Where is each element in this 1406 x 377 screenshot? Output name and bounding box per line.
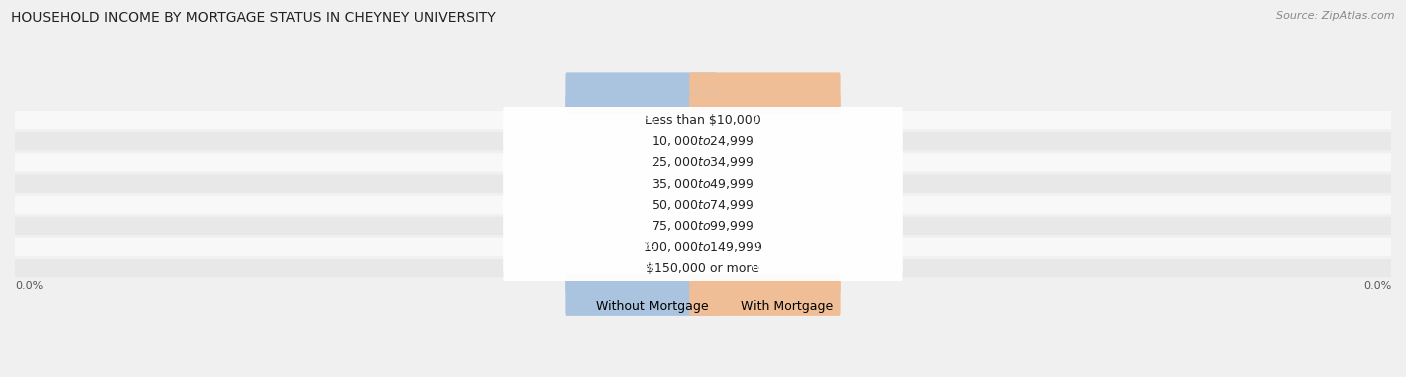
FancyBboxPatch shape	[689, 157, 841, 252]
Text: 0.0%: 0.0%	[751, 179, 779, 188]
FancyBboxPatch shape	[15, 132, 1391, 150]
FancyBboxPatch shape	[15, 217, 1391, 235]
FancyBboxPatch shape	[15, 259, 1391, 277]
Text: $75,000 to $99,999: $75,000 to $99,999	[651, 219, 755, 233]
FancyBboxPatch shape	[565, 72, 717, 168]
FancyBboxPatch shape	[565, 221, 717, 316]
FancyBboxPatch shape	[503, 115, 903, 168]
Text: 0.0%: 0.0%	[751, 200, 779, 210]
FancyBboxPatch shape	[503, 93, 903, 147]
FancyBboxPatch shape	[565, 136, 717, 231]
FancyBboxPatch shape	[689, 115, 841, 210]
Text: 0.0%: 0.0%	[627, 136, 655, 146]
Text: 0.0%: 0.0%	[627, 157, 655, 167]
FancyBboxPatch shape	[15, 111, 1391, 129]
FancyBboxPatch shape	[503, 242, 903, 295]
FancyBboxPatch shape	[689, 93, 841, 189]
Text: 0.0%: 0.0%	[751, 221, 779, 231]
Text: $100,000 to $149,999: $100,000 to $149,999	[644, 240, 762, 254]
Text: 0.0%: 0.0%	[627, 200, 655, 210]
FancyBboxPatch shape	[565, 157, 717, 252]
Text: 0.0%: 0.0%	[15, 281, 44, 291]
FancyBboxPatch shape	[565, 178, 717, 274]
FancyBboxPatch shape	[503, 178, 903, 231]
FancyBboxPatch shape	[689, 199, 841, 295]
Text: 0.0%: 0.0%	[627, 115, 655, 125]
FancyBboxPatch shape	[503, 136, 903, 189]
FancyBboxPatch shape	[503, 157, 903, 210]
FancyBboxPatch shape	[689, 136, 841, 231]
Legend: Without Mortgage, With Mortgage: Without Mortgage, With Mortgage	[574, 300, 832, 313]
FancyBboxPatch shape	[15, 153, 1391, 172]
FancyBboxPatch shape	[15, 196, 1391, 214]
Text: $35,000 to $49,999: $35,000 to $49,999	[651, 176, 755, 190]
Text: 0.0%: 0.0%	[627, 179, 655, 188]
FancyBboxPatch shape	[503, 199, 903, 253]
Text: $10,000 to $24,999: $10,000 to $24,999	[651, 134, 755, 148]
Text: HOUSEHOLD INCOME BY MORTGAGE STATUS IN CHEYNEY UNIVERSITY: HOUSEHOLD INCOME BY MORTGAGE STATUS IN C…	[11, 11, 496, 25]
FancyBboxPatch shape	[689, 72, 841, 168]
FancyBboxPatch shape	[689, 178, 841, 274]
FancyBboxPatch shape	[565, 93, 717, 189]
FancyBboxPatch shape	[689, 221, 841, 316]
Text: 0.0%: 0.0%	[751, 136, 779, 146]
Text: Less than $10,000: Less than $10,000	[645, 113, 761, 127]
FancyBboxPatch shape	[503, 221, 903, 274]
Text: $25,000 to $34,999: $25,000 to $34,999	[651, 155, 755, 169]
FancyBboxPatch shape	[15, 238, 1391, 256]
Text: $50,000 to $74,999: $50,000 to $74,999	[651, 198, 755, 212]
Text: 0.0%: 0.0%	[751, 115, 779, 125]
Text: 0.0%: 0.0%	[627, 263, 655, 273]
FancyBboxPatch shape	[15, 175, 1391, 193]
Text: 0.0%: 0.0%	[751, 157, 779, 167]
Text: 0.0%: 0.0%	[751, 242, 779, 252]
Text: 0.0%: 0.0%	[627, 221, 655, 231]
Text: Source: ZipAtlas.com: Source: ZipAtlas.com	[1277, 11, 1395, 21]
Text: $150,000 or more: $150,000 or more	[647, 262, 759, 275]
FancyBboxPatch shape	[565, 115, 717, 210]
Text: 0.0%: 0.0%	[751, 263, 779, 273]
Text: 0.0%: 0.0%	[1362, 281, 1391, 291]
Text: 0.0%: 0.0%	[627, 242, 655, 252]
FancyBboxPatch shape	[565, 199, 717, 295]
